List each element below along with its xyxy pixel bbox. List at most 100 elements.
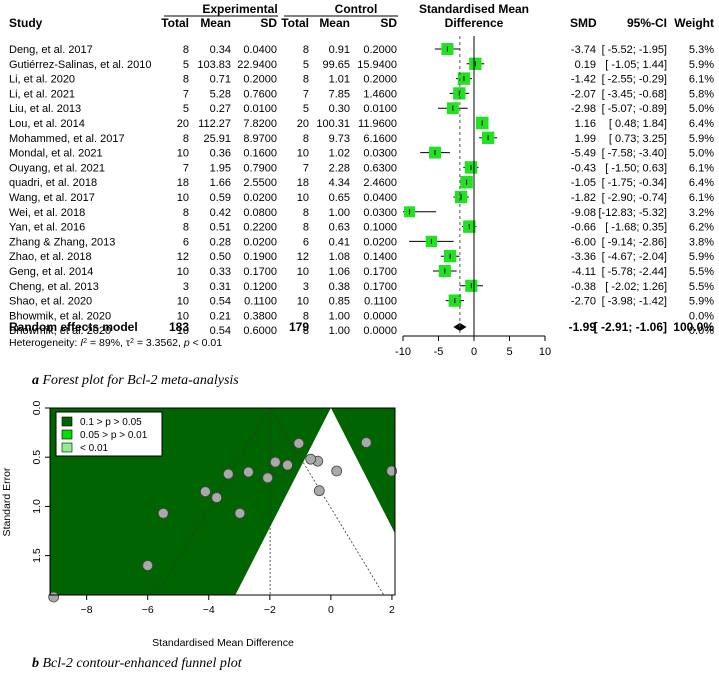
- cell-me: 0.54: [210, 325, 231, 337]
- cell-me: 0.50: [210, 251, 231, 263]
- cell-smd: 1.99: [575, 133, 596, 145]
- study-point: [200, 486, 211, 498]
- cell-mc: 0.63: [329, 222, 350, 234]
- het-p-symbol: p: [183, 337, 190, 349]
- caption-a-text: Forest plot for Bcl-2 meta-analysis: [39, 373, 239, 388]
- cell-se: 0.1700: [243, 266, 277, 278]
- x-tick-label: 2: [389, 604, 395, 616]
- cell-sc: 0.6300: [363, 162, 397, 174]
- cell-me: 0.33: [210, 266, 231, 278]
- cell-tc: 18: [297, 177, 309, 189]
- table-row: Lou, et al. 2014 20 112.27 7.8200 20 100.31 11…: [9, 116, 714, 130]
- header-sd-c: SD: [380, 16, 397, 30]
- cell-tc: 7: [303, 88, 309, 100]
- cell-tc: 3: [303, 281, 309, 293]
- cell-mc: 1.00: [329, 325, 350, 337]
- cell-se: 0.1200: [243, 281, 277, 293]
- cell-mc: 0.41: [329, 236, 350, 248]
- cell-ci: [ -4.67; -2.04]: [602, 251, 667, 263]
- cell-smd: -3.74: [571, 44, 596, 56]
- funnel-ylabel: Standard Error: [1, 467, 13, 536]
- cell-ci: [ -2.55; -0.29]: [602, 74, 667, 86]
- cell-sc: 0.0300: [363, 207, 397, 219]
- cell-w: 6.1%: [689, 192, 714, 204]
- study-point: [211, 492, 223, 503]
- legend-label-1: 0.1 > p > 0.05: [80, 417, 142, 428]
- cell-te: 10: [177, 266, 189, 278]
- cell-se: 0.0400: [243, 44, 277, 56]
- cell-tc: 8: [303, 133, 309, 145]
- cell-sc: 0.0000: [363, 325, 397, 337]
- forest-tick-label: 0: [471, 346, 477, 358]
- x-tick-label: −4: [203, 604, 215, 616]
- cell-sc: 0.2000: [363, 44, 397, 56]
- summary-weight: 100.0%: [673, 320, 714, 334]
- cell-study: Liu, et al. 2013: [9, 103, 81, 115]
- cell-sc: 0.2000: [363, 74, 397, 86]
- header-study: Study: [9, 16, 43, 30]
- cell-smd: -5.49: [571, 148, 596, 160]
- table-row: Yan, et al. 2016 8 0.51 0.2200 8 0.63 0.1000 -0…: [9, 220, 714, 234]
- cell-sc: 0.0100: [363, 103, 397, 115]
- cell-ci: [ 0.73; 3.25]: [609, 133, 667, 145]
- cell-mc: 1.02: [329, 148, 350, 160]
- cell-study: quadri, et al. 2018: [9, 177, 97, 189]
- cell-se: 7.8200: [243, 118, 277, 130]
- cell-tc: 8: [303, 44, 309, 56]
- cell-te: 5: [183, 103, 189, 115]
- cell-te: 12: [177, 251, 189, 263]
- cell-w: 5.3%: [689, 44, 714, 56]
- cell-sc: 0.1400: [363, 251, 397, 263]
- cell-mc: 1.00: [329, 310, 350, 322]
- cell-smd: -1.82: [571, 192, 596, 204]
- caption-b: b Bcl-2 contour-enhanced funnel plot: [32, 656, 242, 672]
- cell-study: Yan, et al. 2016: [9, 222, 85, 234]
- cell-te: 8: [183, 74, 189, 86]
- header-ci: 95%-CI: [627, 16, 667, 30]
- header-total-e: Total: [161, 16, 189, 30]
- cell-sc: 15.9400: [357, 59, 397, 71]
- cell-se: 0.1100: [244, 296, 277, 308]
- cell-se: 0.2200: [243, 222, 277, 234]
- cell-tc: 10: [297, 192, 309, 204]
- cell-tc: 20: [297, 118, 309, 130]
- cell-sc: 2.4600: [363, 177, 397, 189]
- study-point: [243, 466, 254, 478]
- caption-b-text: Bcl-2 contour-enhanced funnel plot: [39, 656, 242, 671]
- cell-mc: 0.85: [329, 296, 350, 308]
- cell-smd: -9.08: [571, 207, 596, 219]
- cell-smd: -0.43: [571, 162, 596, 174]
- cell-te: 6: [183, 236, 189, 248]
- cell-se: 0.1600: [243, 148, 277, 160]
- caption-b-letter: b: [32, 656, 39, 671]
- study-point: [157, 507, 169, 519]
- cell-w: 6.2%: [689, 222, 714, 234]
- study-point: [386, 465, 398, 477]
- cell-mc: 2.28: [329, 162, 350, 174]
- cell-me: 0.28: [210, 236, 231, 248]
- cell-me: 0.54: [210, 296, 231, 308]
- cell-tc: 5: [303, 59, 309, 71]
- cell-sc: 0.1100: [364, 296, 397, 308]
- cell-se: 0.0200: [243, 236, 277, 248]
- forest-tick-label: 5: [506, 346, 512, 358]
- cell-ci: [ -1.05; 1.44]: [605, 59, 667, 71]
- cell-se: 2.5500: [243, 177, 277, 189]
- cell-me: 0.71: [210, 74, 231, 86]
- summary-smd: -1.99: [569, 320, 597, 334]
- cell-ci: [ -7.58; -3.40]: [602, 148, 667, 160]
- cell-mc: 4.34: [329, 177, 350, 189]
- cell-tc: 10: [297, 296, 309, 308]
- study-point: [222, 468, 234, 480]
- cell-study: Li, et al. 2020: [9, 74, 75, 86]
- cell-se: 0.0800: [243, 207, 277, 219]
- cell-smd: -0.38: [571, 281, 596, 293]
- study-point: [234, 507, 246, 519]
- summary-ci: [ -2.91; -1.06]: [594, 320, 667, 334]
- cell-study: Wei, et al. 2018: [9, 207, 85, 219]
- y-tick-label: 0.0: [31, 401, 43, 416]
- x-tick-label: 0: [328, 604, 334, 616]
- header-mean-e: Mean: [200, 16, 231, 30]
- cell-ci: [ 0.48; 1.84]: [609, 118, 667, 130]
- legend-box: [55, 411, 163, 457]
